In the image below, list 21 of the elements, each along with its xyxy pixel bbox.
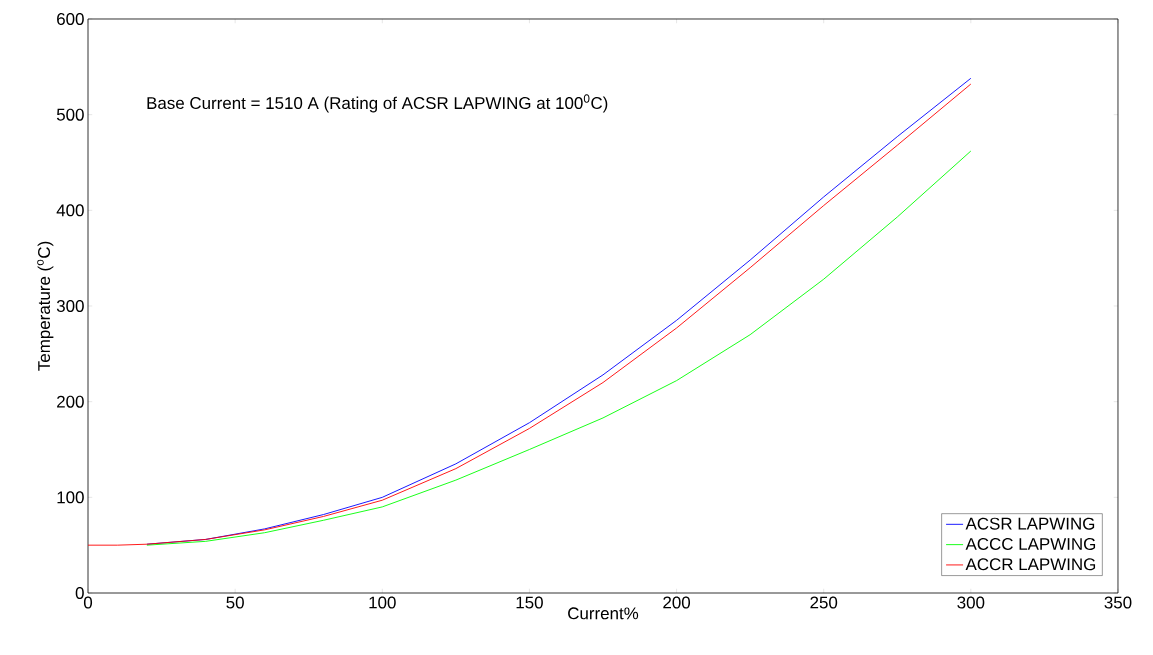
legend-label: ACCR LAPWING [965,558,1096,571]
y-tick-label: 400 [56,204,84,217]
x-tick-label: 300 [957,596,985,609]
y-tick-label: 200 [57,395,84,408]
annotation: Base Current = 1510 A (Rating of ACSR LAPWING at 100$^{0}$C) [147,94,608,113]
x-tick-label: 150 [516,596,543,609]
x-tick-label: 50 [226,596,244,609]
x-axis-title: Current% [568,607,639,620]
y-tick-label: 600 [57,13,84,25]
x-tick-label: 200 [663,596,691,609]
legend-label: ACSR LAPWING [965,517,1095,530]
legend-label: ACCC LAPWING [965,537,1096,550]
y-tick-label: 100 [57,491,84,504]
x-tick-label: 250 [810,596,838,609]
y-tick-label: 0 [75,587,84,599]
y-tick-label: 500 [56,108,84,121]
x-tick-label: 350 [1104,596,1132,609]
y-tick-label: 300 [56,300,84,312]
x-tick-label: 0 [83,596,93,609]
x-tick-label: 100 [369,596,396,609]
y-axis-title: Temperature ($^{o}$C) [37,241,54,371]
